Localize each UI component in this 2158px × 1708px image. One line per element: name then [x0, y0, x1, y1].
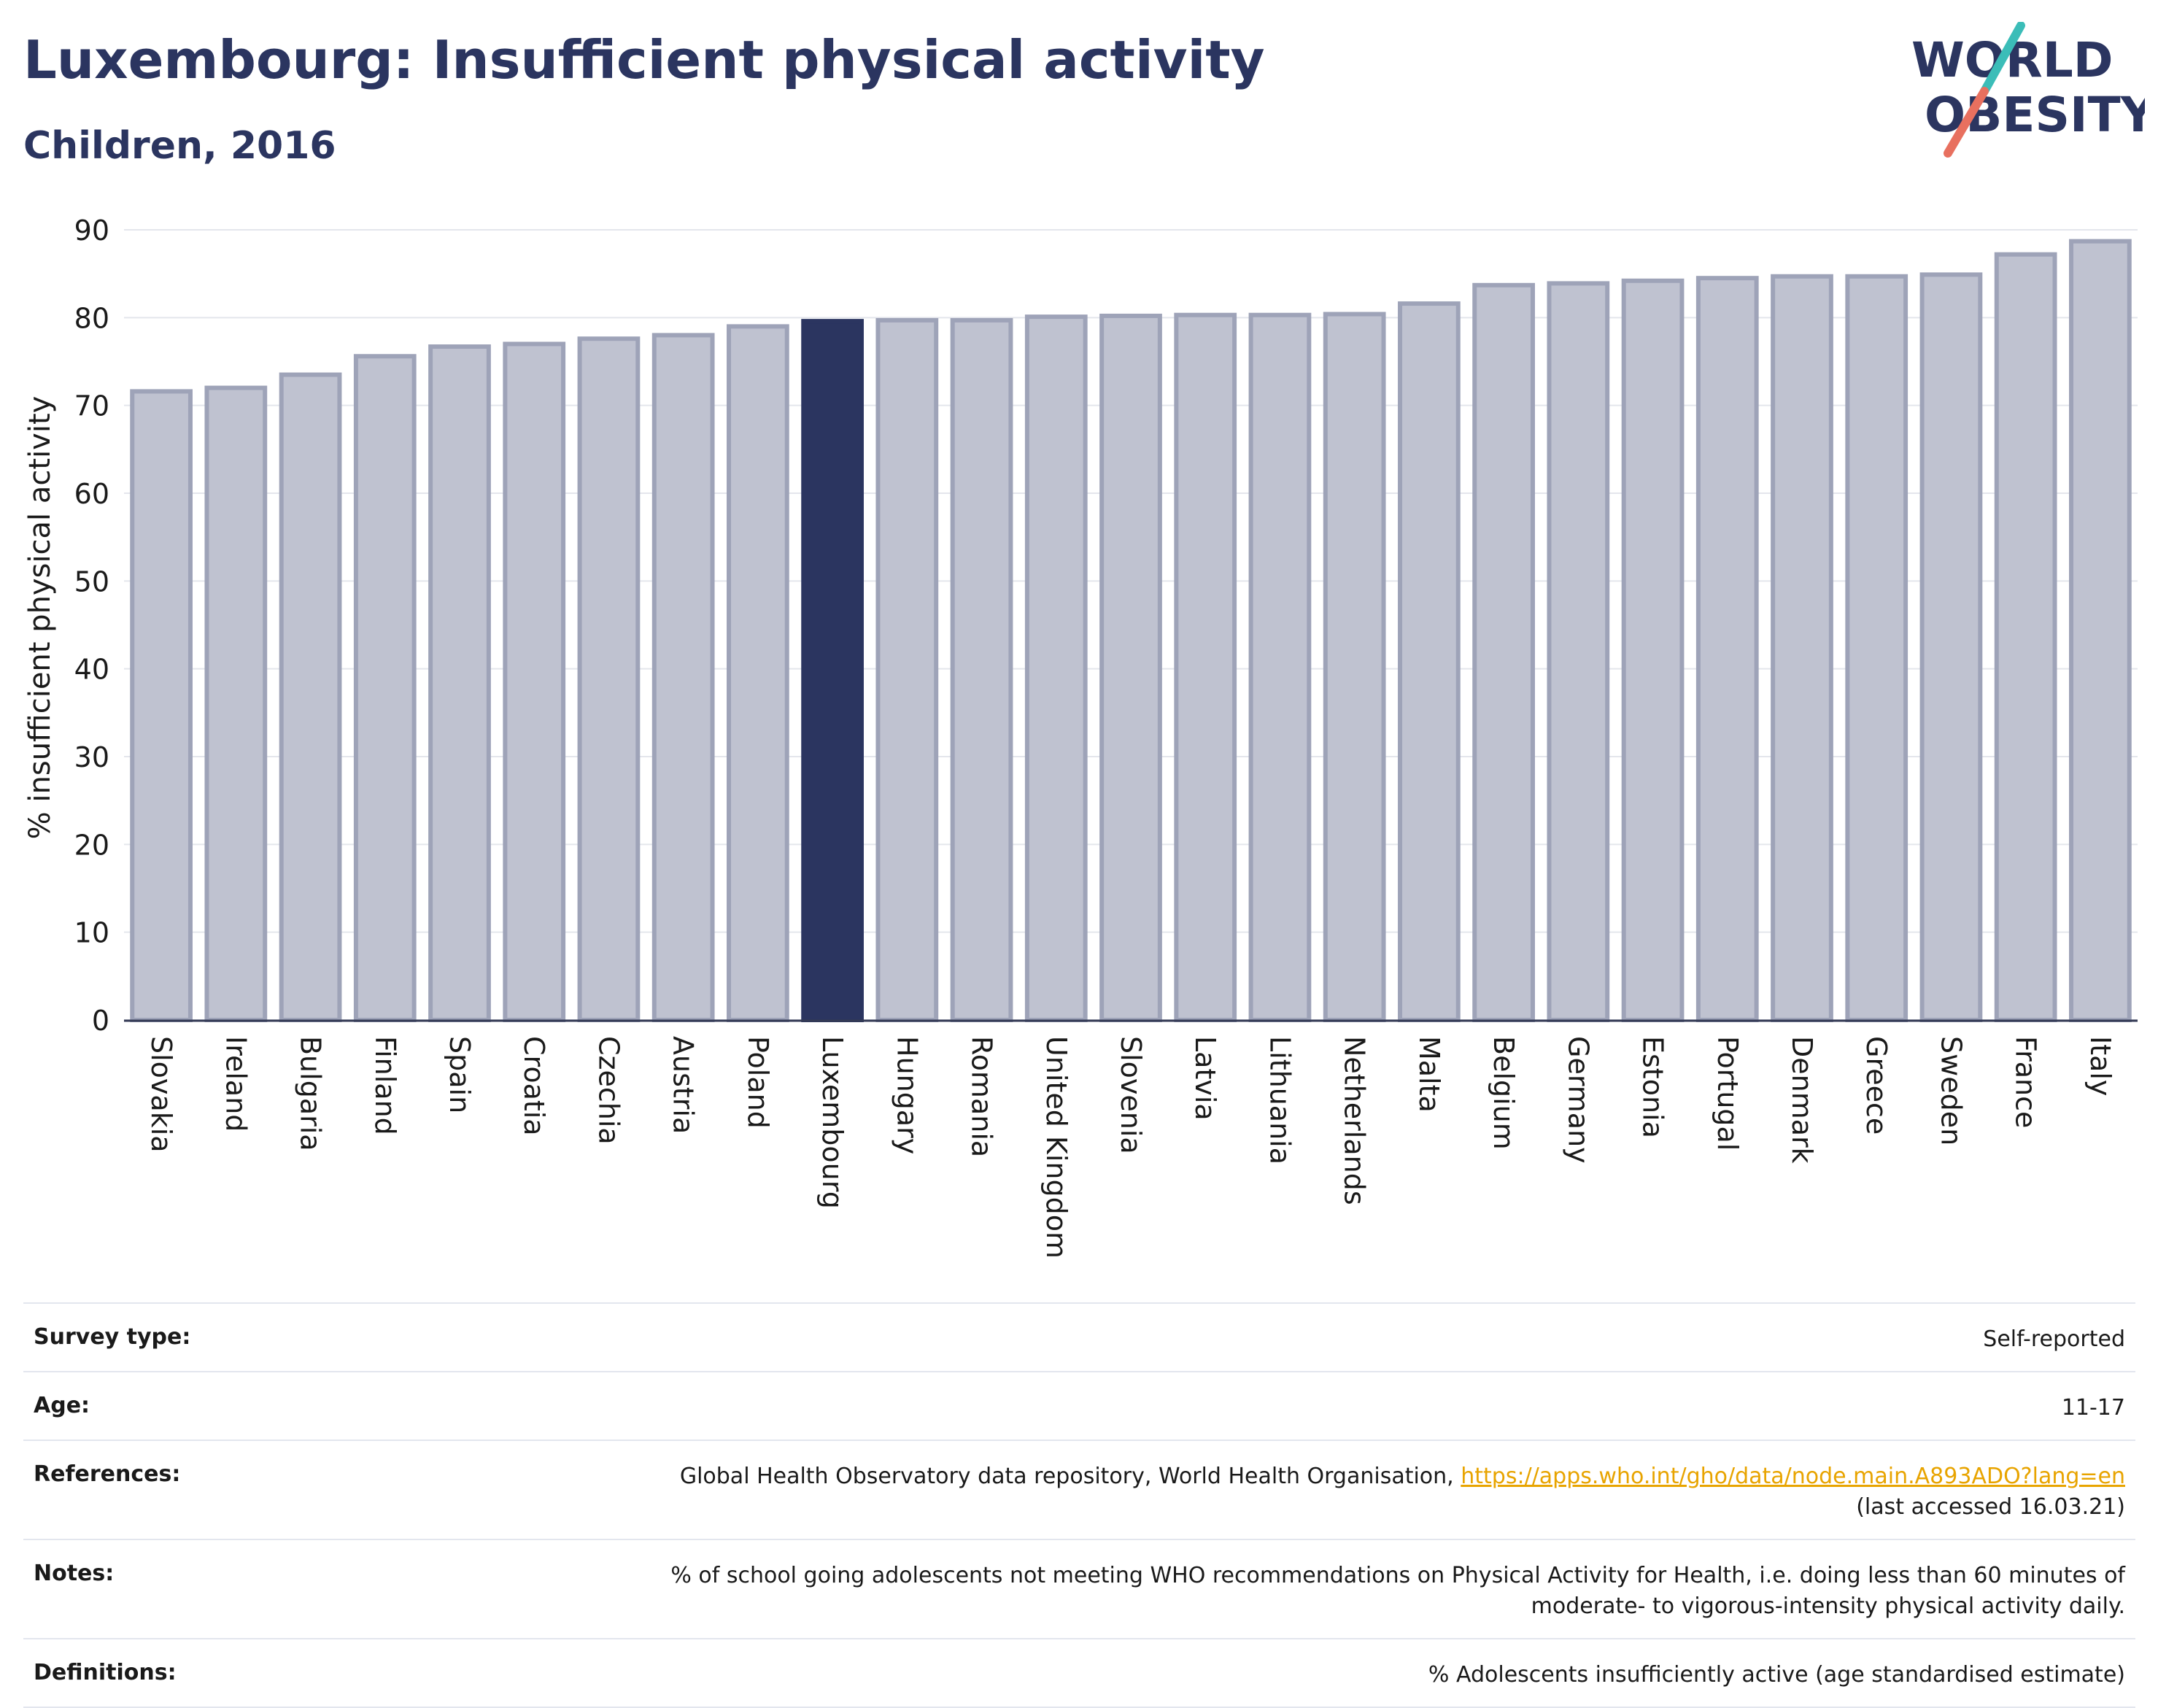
x-tick-label: Slovenia [1115, 1036, 1147, 1154]
info-row-survey-type: Survey type: Self-reported [23, 1302, 2135, 1371]
chart-bars [130, 239, 2132, 1023]
references-value: Global Health Observatory data repositor… [680, 1461, 2125, 1523]
y-tick-label: 10 [74, 917, 109, 949]
bar [1174, 312, 1237, 1022]
bar [1919, 272, 1983, 1023]
x-tick-label: Hungary [891, 1036, 923, 1154]
y-axis-label: % insufficient physical activity [23, 396, 57, 840]
survey-type-label: Survey type: [34, 1324, 191, 1350]
x-tick-label: Portugal [1712, 1036, 1744, 1151]
page-title: Luxembourg: Insufficient physical activi… [23, 29, 1265, 90]
bar [1621, 278, 1685, 1022]
bar [1248, 312, 1312, 1022]
x-tick-label: Greece [1860, 1036, 1892, 1135]
x-tick-label: Croatia [518, 1036, 550, 1136]
x-tick-label: Poland [742, 1036, 774, 1129]
info-table: Survey type: Self-reported Age: 11-17 Re… [23, 1302, 2135, 1708]
bar [428, 344, 491, 1022]
x-tick-label: Denmark [1786, 1036, 1818, 1164]
y-tick-label: 30 [74, 741, 109, 773]
bar [2069, 239, 2132, 1023]
info-row-age: Age: 11-17 [23, 1371, 2135, 1440]
bar [1994, 252, 2057, 1022]
bar [577, 336, 641, 1023]
age-value: 11-17 [2061, 1395, 2125, 1421]
y-tick-label: 60 [74, 478, 109, 510]
notes-value: % of school going adolescents not meetin… [670, 1561, 2125, 1622]
definitions-value: % Adolescents insufficiently active (age… [1428, 1662, 2125, 1688]
x-tick-label: Romania [966, 1036, 998, 1157]
references-label: References: [34, 1461, 181, 1487]
bar [279, 372, 342, 1023]
bar [503, 341, 566, 1022]
bar [353, 354, 417, 1022]
logo-slash-coral [1944, 87, 1989, 158]
x-tick-label: Slovakia [145, 1036, 177, 1153]
y-tick-label: 80 [74, 302, 109, 334]
x-tick-label: Spain [444, 1036, 476, 1113]
y-tick-label: 90 [74, 215, 109, 247]
x-tick-label: Malta [1413, 1036, 1445, 1113]
bar [1547, 281, 1610, 1023]
x-tick-label: Netherlands [1339, 1036, 1371, 1205]
bar [727, 324, 789, 1023]
y-tick-label: 0 [92, 1005, 109, 1037]
bar [1024, 314, 1088, 1022]
bar [950, 317, 1013, 1022]
x-tick-label: Ireland [220, 1036, 252, 1132]
x-tick-label: France [2010, 1036, 2042, 1128]
x-tick-label: Austria [668, 1036, 700, 1134]
y-tick-label: 20 [74, 829, 109, 861]
definitions-label: Definitions: [34, 1660, 177, 1685]
info-row-references: References: Global Health Observatory da… [23, 1440, 2135, 1539]
bar-highlight [801, 319, 864, 1022]
references-text: Global Health Observatory data repositor… [679, 1464, 1454, 1489]
y-tick-label: 40 [74, 654, 109, 686]
x-tick-label: Luxembourg [816, 1036, 848, 1209]
y-tick-label: 50 [74, 565, 109, 598]
y-tick-label: 70 [74, 390, 109, 422]
bar [1771, 274, 1833, 1022]
bar [1472, 282, 1535, 1022]
world-obesity-logo: WORLD OBESITY [1911, 22, 2145, 158]
bar [1695, 276, 1759, 1022]
info-row-notes: Notes: % of school going adolescents not… [23, 1539, 2135, 1638]
bar [130, 389, 193, 1022]
bar [875, 317, 939, 1022]
x-tick-label: Latvia [1189, 1036, 1221, 1121]
bar [1099, 313, 1162, 1022]
notes-label: Notes: [34, 1561, 115, 1586]
notes-line1: % of school going adolescents not meetin… [670, 1563, 2125, 1588]
x-tick-label: Belgium [1488, 1036, 1520, 1150]
references-link[interactable]: https://apps.who.int/gho/data/node.main.… [1461, 1464, 2125, 1489]
notes-line2: moderate- to vigorous-intensity physical… [1531, 1593, 2125, 1619]
x-tick-label: Estonia [1637, 1036, 1669, 1138]
x-tick-label: Italy [2084, 1036, 2116, 1096]
bar [1398, 301, 1461, 1022]
x-tick-label: Sweden [1935, 1036, 1967, 1145]
bar [651, 333, 715, 1022]
x-axis-ticks: Slovakia Ireland Bulgaria Finland Spain Croat… [145, 1036, 2116, 1259]
bar [1323, 312, 1386, 1022]
survey-type-value: Self-reported [1983, 1326, 2125, 1352]
x-tick-label: Germany [1562, 1036, 1594, 1164]
y-axis-ticks: 0 10 20 30 40 50 60 70 80 90 [74, 215, 109, 1037]
x-tick-label: Lithuania [1264, 1036, 1296, 1164]
bar [204, 385, 268, 1023]
age-label: Age: [34, 1393, 90, 1418]
x-tick-label: Czechia [592, 1036, 624, 1145]
x-tick-label: United Kingdom [1040, 1036, 1072, 1259]
references-accessed: (last accessed 16.03.21) [1856, 1494, 2125, 1520]
x-tick-label: Finland [369, 1036, 401, 1135]
bar [1845, 274, 1908, 1022]
page-subtitle: Children, 2016 [23, 124, 336, 168]
x-tick-label: Bulgaria [295, 1036, 327, 1151]
logo-slash-teal [1980, 22, 2025, 96]
bar-chart: 0 10 20 30 40 50 60 70 80 90 Slovakia Ireland Bulga… [23, 215, 2138, 1259]
info-row-definitions: Definitions: % Adolescents insufficientl… [23, 1638, 2135, 1708]
